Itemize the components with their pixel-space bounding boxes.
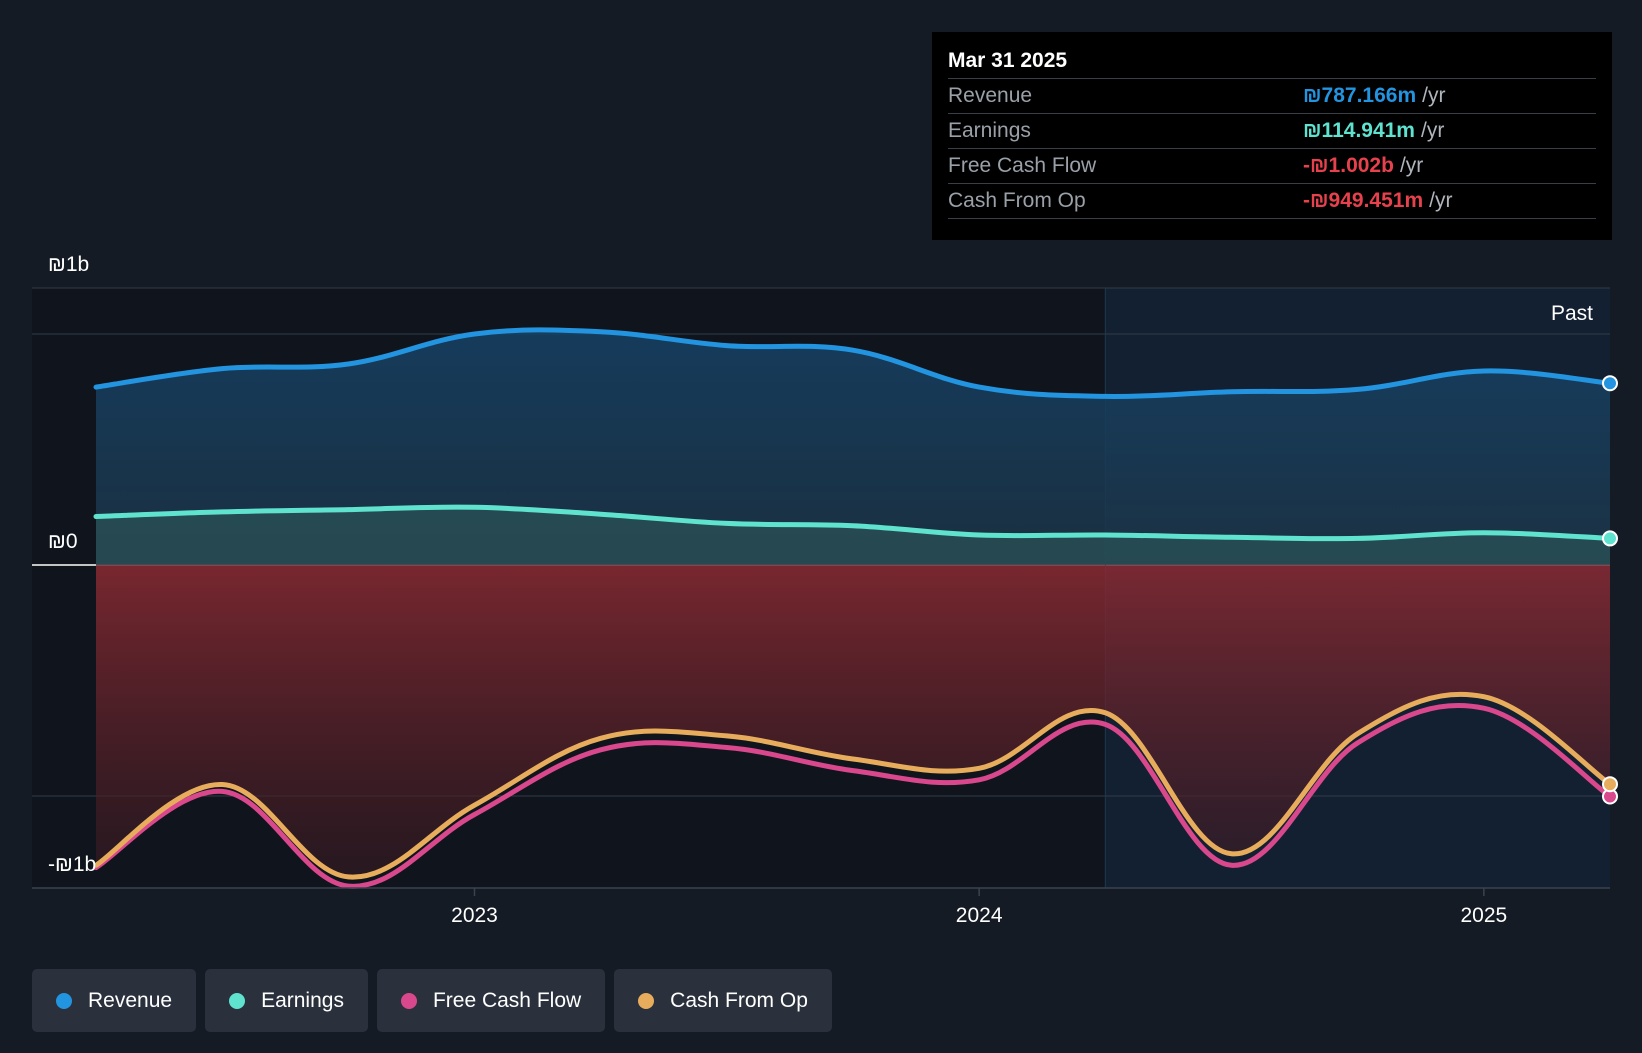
tooltip-label: Revenue [948, 84, 1033, 107]
legend-dot-icon [638, 992, 655, 1009]
tooltip-unit: /yr [1420, 119, 1445, 142]
cfo-end-point [1602, 776, 1618, 793]
legend-item-earnings[interactable]: Earnings [205, 969, 368, 1032]
legend-item-free-cash-flow[interactable]: Free Cash Flow [376, 969, 606, 1032]
tooltip-label: Cash From Op [948, 189, 1086, 212]
tooltip-row-earnings: Earnings ₪114.941m /yr [948, 114, 1596, 149]
legend-label: Cash From Op [670, 988, 808, 1012]
legend-dot-icon [229, 992, 246, 1009]
revenue-end-point [1602, 375, 1618, 392]
y-tick-label: ₪0 [48, 530, 78, 553]
tooltip-label: Earnings [948, 119, 1031, 142]
earnings-area [96, 507, 1610, 565]
free-cash-flow-line [93, 702, 1613, 889]
legend-item-revenue[interactable]: Revenue [32, 969, 197, 1032]
tooltip-panel: Mar 31 2025 Revenue ₪787.166m /yr Earnin… [932, 32, 1612, 240]
cash-from-op-area [96, 565, 1610, 878]
axes: Past ₪1b ₪0 -₪1b 2023 2024 2025 [32, 253, 1610, 927]
series-lines [93, 327, 1613, 889]
x-tick-label: 2025 [1460, 904, 1507, 927]
x-tick-label: 2023 [451, 904, 498, 927]
legend-label: Free Cash Flow [432, 988, 582, 1012]
end-markers [1602, 375, 1618, 805]
legend: Revenue Earnings Free Cash Flow Cash Fro… [32, 969, 832, 1032]
tooltip-date: Mar 31 2025 [948, 44, 1596, 79]
earnings-line [93, 504, 1613, 542]
legend-label: Earnings [261, 988, 344, 1012]
legend-label: Revenue [88, 988, 173, 1012]
tooltip-value: -₪1.002b [1303, 154, 1394, 177]
x-tick-label: 2024 [956, 904, 1003, 927]
cash-from-op-line [93, 691, 1613, 880]
revenue-line [93, 327, 1613, 400]
tooltip-unit: /yr [1399, 154, 1424, 177]
tooltip-label: Free Cash Flow [948, 154, 1097, 177]
tooltip-row-revenue: Revenue ₪787.166m /yr [948, 79, 1596, 114]
tooltip-value: -₪949.451m [1303, 189, 1424, 212]
y-tick-label: ₪1b [48, 253, 89, 276]
earnings-end-point [1602, 530, 1618, 547]
past-label: Past [1551, 302, 1593, 325]
tooltip-unit: /yr [1429, 189, 1453, 212]
legend-item-cash-from-op[interactable]: Cash From Op [614, 969, 832, 1032]
y-tick-label: -₪1b [48, 853, 96, 876]
tooltip-value: ₪787.166m [1303, 84, 1417, 107]
tooltip-row-cash-from-op: Cash From Op -₪949.451m /yr [948, 184, 1596, 219]
tooltip-unit: /yr [1422, 84, 1446, 107]
tooltip-row-free-cash-flow: Free Cash Flow -₪1.002b /yr [948, 149, 1596, 184]
legend-dot-icon [56, 992, 72, 1009]
legend-dot-icon [400, 992, 417, 1009]
tooltip-value: ₪114.941m [1303, 119, 1415, 142]
